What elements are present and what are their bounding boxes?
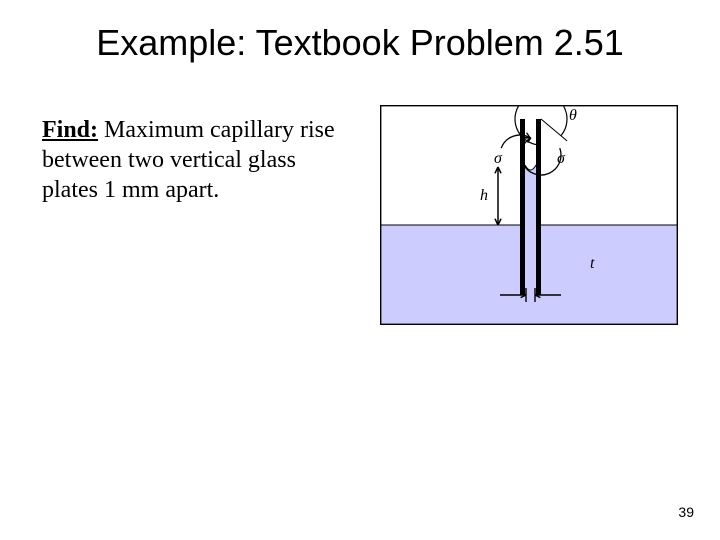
theta-label: θ <box>569 107 577 125</box>
page-title: Example: Textbook Problem 2.51 <box>0 22 720 64</box>
h-label: h <box>480 187 488 205</box>
sigma-right-label: σ <box>557 150 565 168</box>
find-label: Find: <box>42 117 98 143</box>
t-label: t <box>590 255 594 273</box>
sigma-left-label: σ <box>494 150 502 168</box>
problem-statement: Find: Maximum capillary rise between two… <box>42 115 342 205</box>
page-number: 39 <box>678 504 694 520</box>
capillary-diagram: θ σ σ h t <box>380 105 678 325</box>
